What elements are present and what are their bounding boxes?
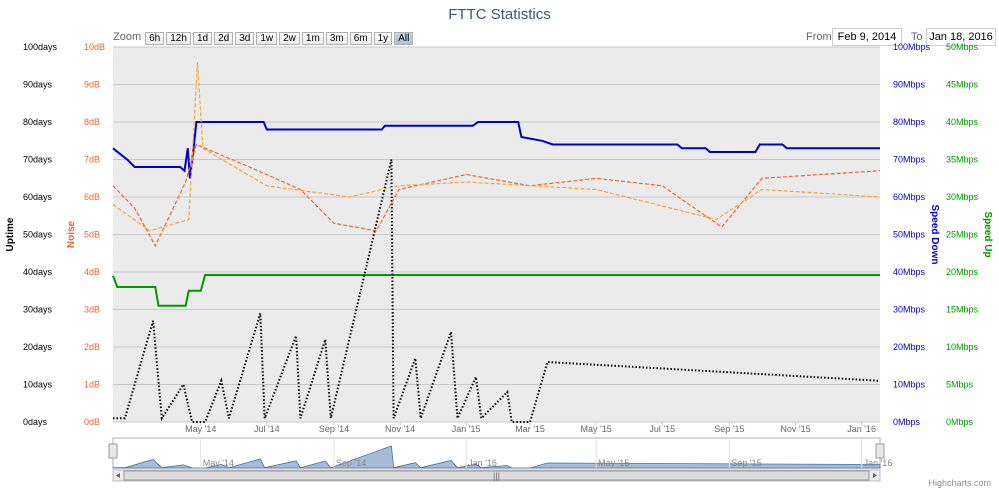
navigator[interactable] (112, 437, 881, 469)
to-label: To (911, 31, 923, 43)
speed_down-axis-title: Speed Down (929, 204, 940, 264)
scroll-left-arrow-icon[interactable] (116, 473, 120, 478)
noise-tick-label: 5dB (84, 230, 100, 240)
credits-link[interactable]: Highcharts.com (928, 478, 991, 488)
uptime-tick-label: 60days (23, 192, 53, 202)
to-date-input[interactable] (926, 28, 996, 46)
uptime-tick-label: 30days (23, 305, 53, 315)
noise-tick-label: 3dB (84, 305, 100, 315)
scrollbar-thumb[interactable] (123, 470, 870, 481)
scrollbar-grip-icon: ||| (493, 471, 500, 481)
x-tick-label: Sep '15 (714, 424, 744, 434)
speed_up-tick-label: 20Mbps (946, 267, 979, 277)
series-line-speed_up-1 (112, 274, 880, 307)
navigator-tick-label: Sep '14 (336, 458, 366, 468)
uptime-tick-label: 90days (23, 80, 53, 90)
speed_up-tick-label: 35Mbps (946, 155, 979, 165)
uptime-tick-label: 20days (23, 342, 53, 352)
speed_up-tick-label: 0Mbps (946, 417, 974, 427)
zoom-button-12h[interactable]: 12h (166, 32, 191, 45)
navigator-tick-label: Jan '16 (468, 458, 497, 468)
noise-tick-label: 6dB (84, 192, 100, 202)
uptime-tick-label: 70days (23, 155, 53, 165)
x-tick-label: Nov '14 (385, 424, 415, 434)
noise-axis-title: Noise (66, 220, 77, 248)
speed_up-tick-label: 25Mbps (946, 230, 979, 240)
series-line-noise-4 (112, 61, 881, 232)
speed_down-tick-label: 30Mbps (893, 305, 926, 315)
zoom-button-2w[interactable]: 2w (279, 32, 300, 45)
zoom-button-2d[interactable]: 2d (214, 32, 234, 45)
zoom-button-1w[interactable]: 1w (256, 32, 278, 45)
speed_down-tick-label: 60Mbps (893, 192, 926, 202)
uptime-tick-label: 100days (23, 42, 58, 52)
from-label: From (806, 31, 832, 43)
zoom-button-1y[interactable]: 1y (373, 32, 393, 45)
uptime-tick-label: 50days (23, 230, 53, 240)
noise-tick-label: 10dB (84, 42, 105, 52)
navigator-handle-left[interactable] (108, 443, 118, 459)
speed_down-tick-label: 80Mbps (893, 117, 926, 127)
series-line-uptime-2 (113, 159, 881, 423)
speed_up-tick-label: 30Mbps (946, 192, 979, 202)
zoom-button-All[interactable]: All (394, 32, 414, 45)
zoom-button-1d[interactable]: 1d (192, 32, 213, 45)
x-tick-label: Jul '15 (649, 424, 675, 434)
navigator-series (112, 445, 881, 469)
uptime-tick-label: 0days (23, 417, 48, 427)
range-selector: Zoom 6h 12h 1d 2d 3d 1w 2w 1m 3m 6m 1y All (113, 29, 415, 45)
speed_up-tick-label: 40Mbps (946, 117, 979, 127)
speed_down-tick-label: 10Mbps (893, 380, 926, 390)
x-tick-label: Sep '14 (319, 424, 349, 434)
speed_down-tick-label: 20Mbps (893, 342, 926, 352)
navigator-tick-label: Jan '16 (864, 458, 893, 468)
speed_down-tick-label: 70Mbps (893, 155, 926, 165)
chart-title: FTTC Statistics (448, 6, 551, 23)
noise-tick-label: 1dB (84, 380, 100, 390)
noise-tick-label: 9dB (84, 80, 100, 90)
speed_up-tick-label: 10Mbps (946, 342, 979, 352)
speed_up-tick-label: 15Mbps (946, 305, 979, 315)
noise-tick-label: 4dB (84, 267, 100, 277)
speed_up-axis-title: Speed Up (982, 211, 993, 257)
speed_up-tick-label: 5Mbps (946, 380, 974, 390)
uptime-tick-label: 40days (23, 267, 53, 277)
speed_down-tick-label: 0Mbps (893, 417, 921, 427)
uptime-tick-label: 80days (23, 117, 53, 127)
zoom-button-6h[interactable]: 6h (145, 32, 165, 45)
x-tick-label: Mar '15 (515, 424, 545, 434)
series-line-noise-3 (112, 143, 881, 248)
noise-tick-label: 2dB (84, 342, 100, 352)
x-tick-label: Jan '16 (847, 424, 876, 434)
noise-tick-label: 0dB (84, 417, 100, 427)
navigator-tick-label: Sep '15 (731, 458, 761, 468)
x-tick-label: May '14 (185, 424, 216, 434)
speed_down-tick-label: 50Mbps (893, 230, 926, 240)
zoom-label: Zoom (113, 31, 142, 43)
zoom-button-1m[interactable]: 1m (301, 32, 324, 45)
from-date-input[interactable] (832, 28, 902, 46)
series-line-speed_down-0 (112, 121, 880, 179)
zoom-button-3m[interactable]: 3m (325, 32, 348, 45)
navigator-tick-label: May '14 (203, 458, 234, 468)
x-tick-label: Jan '15 (452, 424, 481, 434)
x-tick-label: Nov '15 (780, 424, 810, 434)
speed_up-tick-label: 50Mbps (946, 42, 979, 52)
navigator-tick-label: May '15 (598, 458, 629, 468)
x-tick-label: May '15 (581, 424, 612, 434)
speed_up-tick-label: 45Mbps (946, 80, 979, 90)
uptime-tick-label: 10days (23, 380, 53, 390)
zoom-button-6m[interactable]: 6m (349, 32, 372, 45)
speed_down-tick-label: 40Mbps (893, 267, 926, 277)
x-tick-label: Jul '14 (254, 424, 280, 434)
noise-tick-label: 8dB (84, 117, 100, 127)
speed_down-tick-label: 100Mbps (893, 42, 931, 52)
uptime-axis-title: Uptime (5, 217, 16, 251)
speed_down-tick-label: 90Mbps (893, 80, 926, 90)
scroll-right-arrow-icon[interactable] (873, 473, 877, 478)
zoom-button-3d[interactable]: 3d (235, 32, 255, 45)
noise-tick-label: 7dB (84, 155, 100, 165)
navigator-handle-right[interactable] (875, 443, 885, 459)
